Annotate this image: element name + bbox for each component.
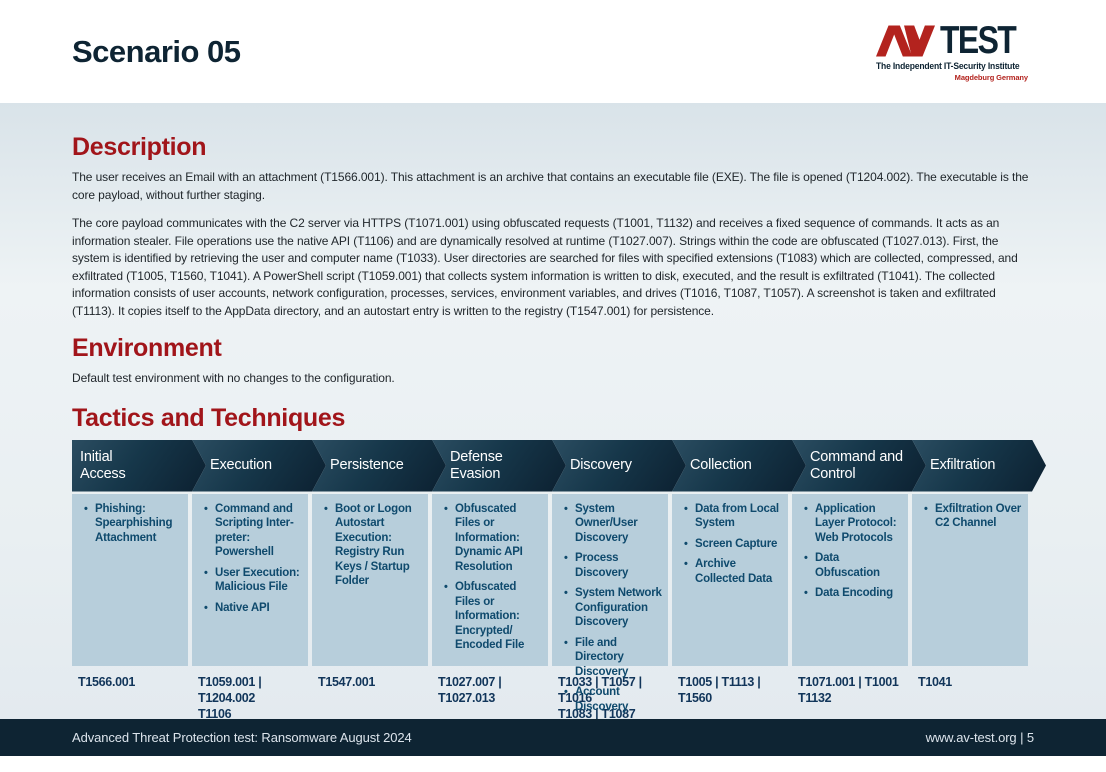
technique-list: Exfiltration Over C2 Channel (924, 502, 1022, 531)
technique-item: Data Obfuscation (804, 551, 902, 580)
tactic-header-collection: Collection (672, 439, 806, 492)
technique-ids-persistence: T1547.001 (318, 674, 376, 689)
technique-item: Command and Scripting Inter-preter: Powe… (204, 502, 302, 560)
tactic-cell-command-and-control: Application Layer Protocol: Web Protocol… (792, 493, 908, 666)
technique-list: Command and Scripting Inter-preter: Powe… (204, 502, 302, 616)
environment-heading: Environment (72, 334, 222, 362)
technique-item: User Execution: Malicious File (204, 566, 302, 595)
brand-wordmark: TEST (940, 19, 1017, 63)
technique-list: Application Layer Protocol: Web Protocol… (804, 502, 902, 601)
technique-list: Data from Local System Screen Capture Arch… (684, 502, 782, 587)
tactic-header-label: Exfiltration (930, 457, 996, 474)
technique-ids-defense-evasion: T1027.007 | T1027.013 (438, 674, 502, 705)
tactic-header-execution: Execution (192, 439, 326, 492)
technique-list: Phishing: Spearphishing Attachment (84, 502, 182, 546)
footer-report-title: Advanced Threat Protection test: Ransomw… (72, 730, 412, 745)
page-footer: Advanced Threat Protection test: Ransomw… (0, 719, 1106, 756)
tactic-cell-persistence: Boot or Logon Autostart Execution: Regis… (312, 493, 428, 666)
tactic-header-command-and-control: Command and Control (792, 439, 926, 492)
description-paragraph: The user receives an Email with an attac… (72, 170, 1029, 202)
technique-item: Native API (204, 601, 302, 616)
avtest-logo: TEST The Independent IT-Security Institu… (876, 19, 1034, 82)
tactic-cell-defense-evasion: Obfuscated Files or Information: Dynamic… (432, 493, 548, 666)
technique-item: File and Directory Discovery (564, 636, 662, 680)
tactic-cell-collection: Data from Local System Screen Capture Arch… (672, 493, 788, 666)
tactic-cell-initial-access: Phishing: Spearphishing Attachment (72, 493, 188, 666)
brand-location: Magdeburg Germany (954, 72, 1028, 82)
technique-ids-execution: T1059.001 | T1204.002 T1106 (198, 674, 262, 721)
bottom-margin-strip (0, 756, 1106, 772)
description-text: The user receives an Email with an attac… (72, 169, 1034, 320)
page-title: Scenario 05 (72, 33, 241, 69)
technique-list: Obfuscated Files or Information: Dynamic… (444, 502, 542, 653)
tactic-header-label: Discovery (570, 457, 632, 474)
technique-item: Exfiltration Over C2 Channel (924, 502, 1022, 531)
technique-item: System Owner/User Discovery (564, 502, 662, 546)
technique-item: Archive Collected Data (684, 557, 782, 586)
content-area: Description The user receives an Email w… (0, 103, 1106, 722)
technique-ids-command-and-control: T1071.001 | T1001 T1132 (798, 674, 899, 705)
tactic-header-discovery: Discovery (552, 439, 686, 492)
tactic-cell-discovery: System Owner/User Discovery Process Disco… (552, 493, 668, 713)
tactic-header-label: Initial Access (80, 449, 126, 482)
technique-item: Application Layer Protocol: Web Protocol… (804, 502, 902, 546)
tactic-header-initial-access: Initial Access (72, 439, 206, 492)
description-heading: Description (72, 133, 207, 161)
technique-list: Boot or Logon Autostart Execution: Regis… (324, 502, 422, 589)
tactic-header-label: Execution (210, 457, 272, 474)
technique-item: Obfuscated Files or Information: Encrypt… (444, 580, 542, 653)
tactic-header-persistence: Persistence (312, 439, 446, 492)
technique-ids-collection: T1005 | T1113 | T1560 (678, 674, 761, 705)
technique-item: Phishing: Spearphishing Attachment (84, 502, 182, 546)
technique-item: System Network Configuration Discovery (564, 586, 662, 630)
environment-text: Default test environment with no changes… (72, 371, 395, 385)
tactic-header-exfiltration: Exfiltration (912, 439, 1046, 492)
technique-ids-initial-access: T1566.001 (78, 674, 136, 689)
technique-list: System Owner/User Discovery Process Disco… (564, 502, 662, 715)
technique-item: Account Discovery (564, 685, 662, 714)
tactic-header-label: Collection (690, 457, 752, 474)
tactics-header-row: Initial Access Execution Persistence Defens… (72, 439, 1046, 492)
technique-item: Data Encoding (804, 586, 902, 601)
tactic-cell-execution: Command and Scripting Inter-preter: Powe… (192, 493, 308, 666)
avtest-logo-top: TEST (876, 19, 1034, 63)
tactics-heading: Tactics and Techniques (72, 403, 346, 432)
tactics-body-row: Phishing: Spearphishing Attachment Comman… (72, 493, 1046, 713)
technique-item: Screen Capture (684, 537, 782, 552)
technique-ids-exfiltration: T1041 (918, 674, 952, 689)
tactic-header-label: Command and Control (810, 449, 903, 482)
footer-url-pagenum: www.av-test.org | 5 (925, 730, 1035, 745)
tactic-header-defense-evasion: Defense Evasion (432, 439, 566, 492)
tactic-cell-exfiltration: Exfiltration Over C2 Channel (912, 493, 1028, 666)
technique-item: Obfuscated Files or Information: Dynamic… (444, 502, 542, 575)
description-paragraph: The core payload communicates with the C… (72, 216, 1018, 318)
technique-item: Boot or Logon Autostart Execution: Regis… (324, 502, 422, 589)
tactics-table: Initial Access Execution Persistence Defens… (72, 439, 1046, 722)
technique-item: Data from Local System (684, 502, 782, 531)
brand-tagline: The Independent IT-Security Institute (876, 60, 1020, 72)
technique-item: Process Discovery (564, 551, 662, 580)
technique-id-row: T1566.001 T1059.001 | T1204.002 T1106 T154… (72, 674, 1046, 722)
tactic-header-label: Defense Evasion (450, 449, 503, 482)
av-monogram-icon (876, 25, 936, 56)
tactic-header-label: Persistence (330, 457, 404, 474)
page-header: Scenario 05 TEST The Independent IT-Secu… (0, 0, 1106, 103)
